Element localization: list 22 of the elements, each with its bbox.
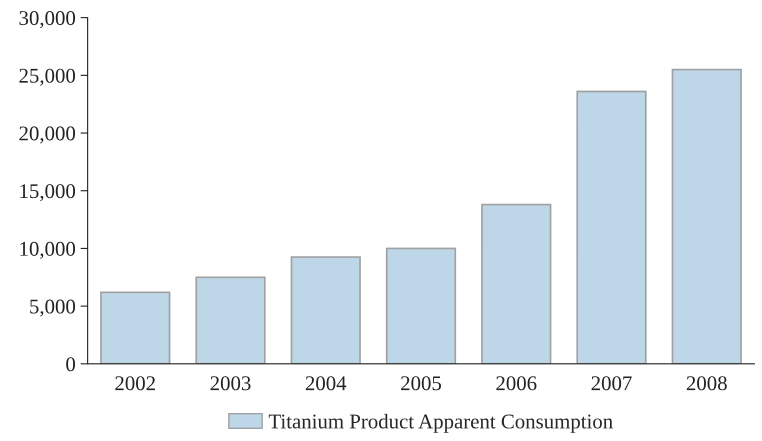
y-tick-label: 10,000	[20, 242, 76, 259]
bar	[386, 248, 456, 364]
x-tick-label: 2008	[686, 376, 727, 390]
y-tick-label: 30,000	[20, 11, 76, 28]
x-tick-label: 2005	[401, 376, 442, 390]
y-tick-label: 15,000	[20, 184, 76, 202]
y-tick-label: 20,000	[19, 126, 76, 144]
bar	[481, 204, 552, 364]
bar	[290, 256, 361, 364]
y-tick-label: 0	[66, 357, 76, 372]
x-tick-label: 2007	[592, 376, 632, 390]
bar	[100, 291, 170, 364]
bar	[576, 90, 647, 364]
bar	[195, 276, 266, 364]
x-tick-label: 2004	[306, 376, 346, 390]
legend-label: Titanium Product Apparent Consumption	[268, 414, 613, 433]
bar	[672, 68, 742, 364]
y-tick-label: 25,000	[19, 68, 76, 86]
x-tick-label: 2003	[210, 376, 251, 390]
y-tick-label: 5,000	[30, 300, 76, 317]
x-tick-label: 2002	[115, 376, 155, 390]
x-tick-label: 2006	[496, 376, 536, 390]
